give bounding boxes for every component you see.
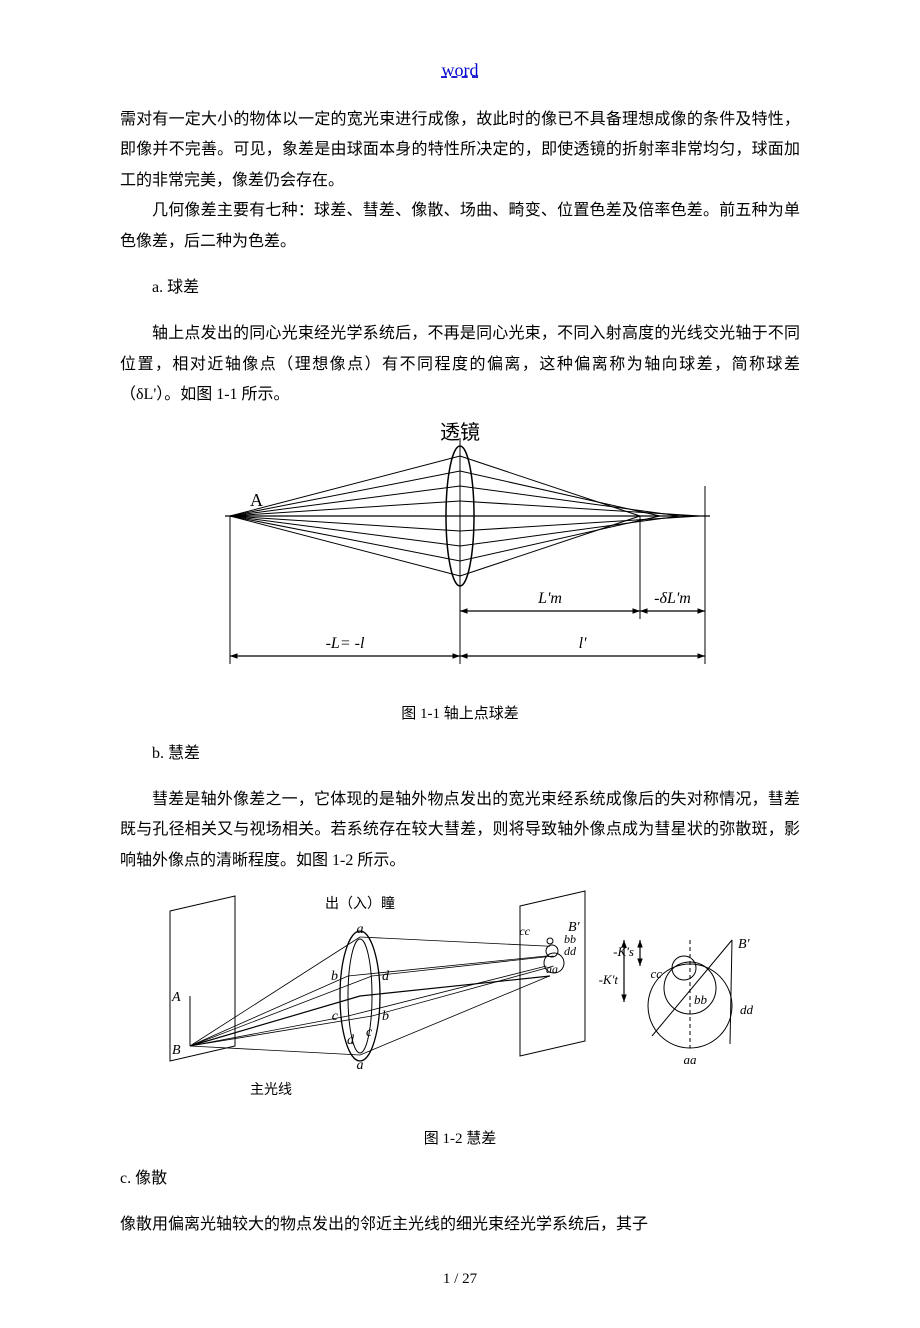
page: word 需对有一定大小的物体以一定的宽光束进行成像，故此时的像已不具备理想成像… xyxy=(0,0,920,1328)
section-b-text: 彗差是轴外像差之一，它体现的是轴外物点发出的宽光束经系统成像后的失对称情况，彗差… xyxy=(120,785,800,876)
figure-1: 透镜 A L'm -δL'm -L= -l l' xyxy=(120,421,800,696)
figure-2: AB出（入）瞳abcdabcd主光线B'ccbbddaaaabbccddB'-K… xyxy=(120,886,800,1121)
svg-text:a: a xyxy=(357,1058,364,1073)
figure-1-caption: 图 1-1 轴上点球差 xyxy=(120,702,800,723)
svg-text:A: A xyxy=(250,490,263,510)
svg-text:d: d xyxy=(347,1033,355,1048)
section-b-label: b. 慧差 xyxy=(120,739,800,769)
svg-text:B': B' xyxy=(738,937,751,952)
svg-text:aa: aa xyxy=(684,1052,698,1067)
page-number: 1 / 27 xyxy=(120,1271,800,1288)
figure-2-caption: 图 1-2 慧差 xyxy=(120,1127,800,1148)
svg-text:dd: dd xyxy=(740,1002,754,1017)
svg-text:bb: bb xyxy=(694,992,708,1007)
figure-2-svg: AB出（入）瞳abcdabcd主光线B'ccbbddaaaabbccddB'-K… xyxy=(140,886,780,1116)
svg-text:-K't: -K't xyxy=(599,972,619,987)
section-a-text: 轴上点发出的同心光束经光学系统后，不再是同心光束，不同入射高度的光线交光轴于不同… xyxy=(120,319,800,410)
svg-text:-L= -l: -L= -l xyxy=(326,635,365,652)
svg-text:-δL'm: -δL'm xyxy=(654,590,691,607)
figure-1-svg: 透镜 A L'm -δL'm -L= -l l' xyxy=(200,421,720,691)
section-a-label: a. 球差 xyxy=(120,273,800,303)
paragraph-2: 几何像差主要有七种：球差、彗差、像散、场曲、畸变、位置色差及倍率色差。前五种为单… xyxy=(120,196,800,257)
svg-text:A: A xyxy=(171,990,181,1005)
svg-text:B: B xyxy=(172,1043,181,1058)
section-c-label: c. 像散 xyxy=(120,1164,800,1194)
svg-text:aa: aa xyxy=(546,962,558,976)
svg-text:d: d xyxy=(382,969,390,984)
svg-text:主光线: 主光线 xyxy=(250,1082,292,1098)
paragraph-1: 需对有一定大小的物体以一定的宽光束进行成像，故此时的像已不具备理想成像的条件及特… xyxy=(120,105,800,196)
svg-text:a: a xyxy=(357,922,364,937)
svg-text:出（入）瞳: 出（入）瞳 xyxy=(325,895,395,912)
section-c-text: 像散用偏离光轴较大的物点发出的邻近主光线的细光束经光学系统后，其子 xyxy=(120,1210,800,1240)
header-word: word xyxy=(120,60,800,81)
svg-text:cc: cc xyxy=(519,924,530,938)
svg-text:dd: dd xyxy=(564,944,577,958)
svg-text:c: c xyxy=(366,1025,373,1040)
svg-text:L'm: L'm xyxy=(537,590,562,607)
svg-text:l': l' xyxy=(579,635,587,652)
svg-text:cc: cc xyxy=(650,966,662,981)
svg-text:透镜: 透镜 xyxy=(440,421,480,444)
